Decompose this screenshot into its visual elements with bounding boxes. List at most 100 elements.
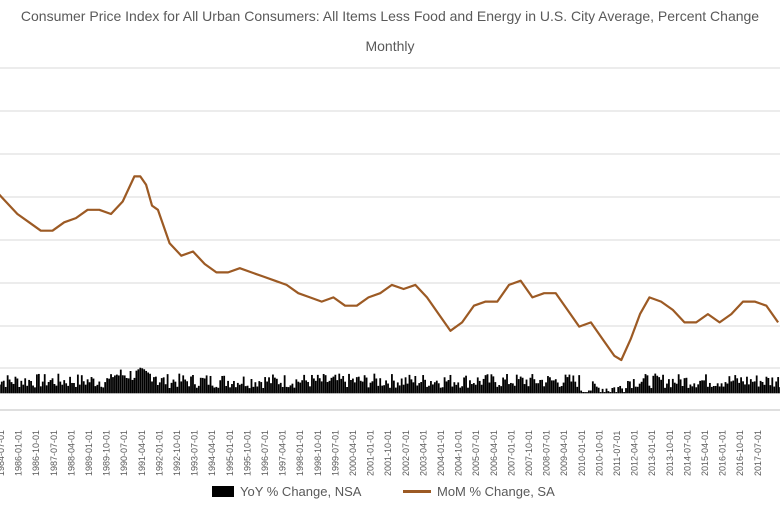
yoy-bar (465, 375, 467, 394)
yoy-bar (621, 388, 623, 394)
yoy-bar (451, 386, 454, 394)
yoy-bar (486, 374, 489, 394)
chart-legend: YoY % Change, NSA MoM % Change, SA (0, 484, 780, 504)
yoy-bar (145, 370, 148, 394)
yoy-bar (176, 386, 179, 394)
yoy-bar (710, 386, 713, 394)
yoy-bar (338, 373, 341, 394)
yoy-bar (742, 381, 744, 394)
yoy-bar (135, 370, 138, 394)
yoy-bar (646, 375, 649, 394)
yoy-bar (291, 383, 294, 394)
yoy-bar (500, 386, 503, 394)
yoy-bar (273, 377, 276, 394)
yoy-bar (240, 383, 243, 394)
x-tick-label: 1996-07-01 (260, 430, 270, 476)
yoy-bar (515, 374, 518, 394)
yoy-bar (461, 386, 464, 394)
yoy-bar (127, 378, 130, 394)
yoy-bar (498, 385, 501, 394)
yoy-bar (556, 382, 559, 394)
yoy-bar (738, 382, 741, 394)
yoy-bar (373, 373, 376, 394)
yoy-bar (90, 377, 93, 394)
yoy-bar (18, 386, 21, 394)
yoy-bar (449, 374, 452, 394)
yoy-bar (227, 380, 229, 394)
yoy-bar (172, 379, 175, 394)
yoy-bar (244, 386, 247, 394)
yoy-bar (352, 378, 354, 394)
yoy-bar (445, 381, 448, 394)
yoy-bar (650, 388, 653, 394)
yoy-bar (301, 380, 304, 394)
yoy-bar (726, 383, 729, 394)
yoy-bar (408, 374, 411, 394)
yoy-bar (287, 387, 290, 394)
yoy-bar (8, 379, 11, 394)
yoy-bar (539, 379, 542, 394)
yoy-bar (369, 382, 372, 394)
yoy-bar (424, 379, 426, 394)
yoy-bar (197, 385, 200, 394)
yoy-bar (584, 392, 586, 394)
yoy-bar (201, 377, 204, 394)
yoy-bar (398, 385, 401, 394)
yoy-bar (771, 377, 774, 394)
yoy-bar (558, 386, 561, 394)
yoy-bar (638, 383, 641, 394)
yoy-bar (767, 377, 770, 394)
yoy-bar (41, 381, 44, 394)
x-tick-label: 1986-01-01 (14, 430, 24, 476)
yoy-bar (615, 392, 618, 394)
yoy-bar (94, 386, 97, 394)
yoy-bar (34, 387, 36, 394)
yoy-bar (712, 386, 715, 394)
yoy-bar (121, 375, 124, 394)
yoy-bar (759, 380, 762, 394)
yoy-bar (270, 383, 272, 394)
yoy-bar (496, 386, 499, 394)
yoy-bar (630, 388, 633, 394)
yoy-bar (728, 376, 731, 394)
yoy-bar (32, 385, 34, 394)
yoy-bar (537, 383, 540, 394)
yoy-bar (371, 381, 374, 394)
yoy-bar (219, 380, 222, 394)
yoy-bar (588, 390, 590, 394)
yoy-bar (26, 385, 29, 394)
yoy-bar (164, 384, 167, 394)
chart-subtitle: Monthly (365, 38, 415, 54)
yoy-bar (385, 380, 387, 394)
x-tick-label: 2013-10-01 (665, 430, 675, 476)
yoy-bar (293, 387, 296, 394)
yoy-bar (112, 377, 114, 394)
yoy-bar (309, 386, 311, 394)
yoy-bar (194, 384, 196, 394)
yoy-bar (396, 382, 399, 394)
yoy-bar (334, 374, 337, 394)
yoy-bar (601, 388, 604, 394)
yoy-bar (751, 381, 754, 394)
x-tick-label: 2004-01-01 (436, 430, 446, 476)
yoy-bar (554, 379, 557, 394)
yoy-bar (12, 383, 15, 394)
yoy-bar (457, 382, 460, 394)
yoy-bar (359, 380, 362, 394)
yoy-bar (656, 375, 659, 394)
yoy-bar (20, 380, 23, 394)
yoy-bar (30, 380, 32, 394)
yoy-bar (658, 377, 661, 394)
mom-line (0, 175, 780, 362)
yoy-bar (166, 374, 169, 394)
yoy-bar (43, 374, 46, 394)
yoy-bar (714, 385, 717, 394)
yoy-bar (330, 377, 333, 394)
x-tick-label: 2000-04-01 (348, 430, 358, 476)
yoy-bar (39, 386, 42, 394)
yoy-bar (84, 384, 87, 394)
x-tick-label: 2011-07-01 (612, 431, 622, 476)
yoy-bar (6, 375, 9, 394)
yoy-bar (404, 377, 407, 394)
yoy-bar (139, 367, 142, 394)
